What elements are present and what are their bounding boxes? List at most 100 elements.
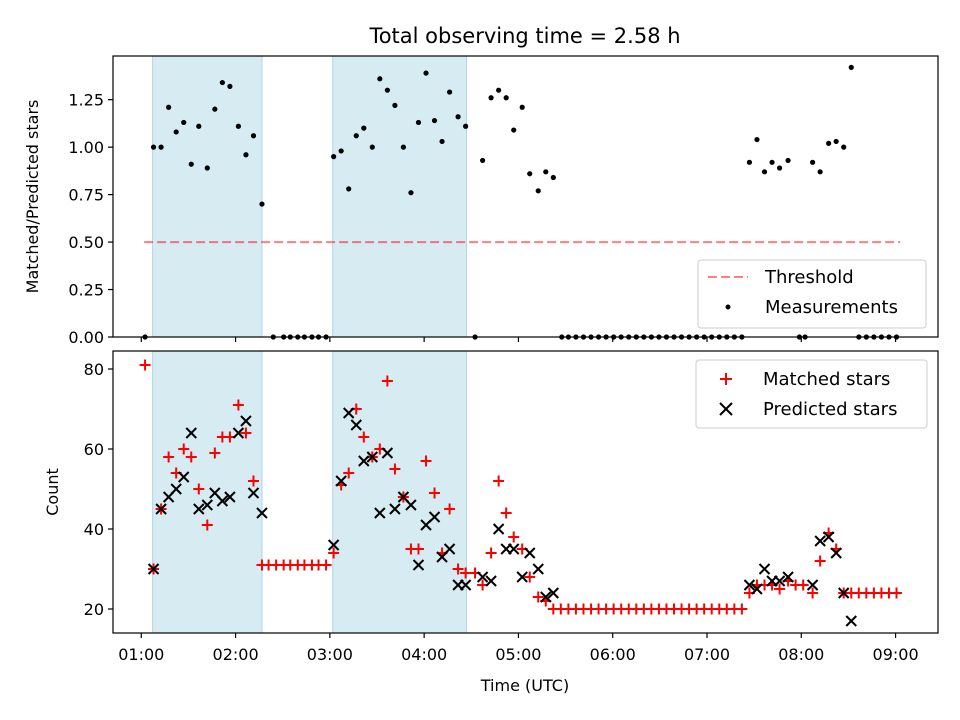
measurement-point-27	[353, 133, 359, 139]
matched-star-point-42	[460, 567, 472, 579]
chart-title: Total observing time = 2.58 h	[368, 24, 680, 48]
matched-stars-series	[139, 359, 903, 615]
matched-star-point-45	[485, 547, 497, 559]
top-y-axis-label: Matched/Predicted stars	[23, 100, 42, 294]
bottom-y-tick-label-3: 80	[84, 360, 104, 379]
measurement-point-50	[535, 188, 541, 194]
matched-star-point-86	[797, 579, 809, 591]
matched-star-point-6	[185, 451, 197, 463]
bottom-y-tick-label-1: 40	[84, 520, 104, 539]
predicted-star-point-12	[240, 415, 252, 427]
top-y-tick-label-4: 1.00	[68, 138, 104, 157]
predicted-star-point-50	[814, 535, 826, 547]
matched-star-point-88	[814, 555, 826, 567]
measurement-point-43	[480, 157, 486, 164]
predicted-star-point-10	[224, 491, 236, 503]
predicted-star-point-38	[516, 571, 528, 583]
measurement-point-47	[511, 127, 517, 133]
bottom-y-tick-label-2: 60	[84, 440, 104, 459]
predicted-star-point-5	[185, 427, 197, 439]
shaded-interval-0	[152, 350, 263, 634]
legend-measurements-label: Measurements	[765, 297, 898, 318]
matched-star-point-7	[193, 483, 205, 495]
predicted-star-point-53	[838, 587, 850, 599]
predicted-star-point-42	[547, 587, 560, 599]
matched-star-point-41	[452, 563, 464, 575]
predicted-star-point-41	[540, 591, 552, 603]
measurement-point-12	[235, 123, 241, 129]
predicted-star-point-7	[201, 499, 213, 511]
matched-star-point-78	[736, 603, 748, 615]
matched-star-point-46	[493, 475, 505, 487]
measurement-point-32	[392, 102, 398, 108]
bottom-y-axis-label: Count	[43, 468, 62, 516]
measurement-point-34	[408, 190, 414, 196]
top-y-tick-label-1: 0.25	[68, 281, 104, 300]
matched-star-point-0	[139, 359, 151, 371]
top-y-axis: 0.00 0.25 0.50 0.75 1.00 1.25	[68, 91, 113, 347]
predicted-stars-series	[147, 407, 857, 627]
predicted-star-point-40	[532, 563, 544, 575]
measurement-point-91	[848, 64, 854, 70]
measurement-point-24	[331, 154, 337, 160]
measurement-point-35	[415, 119, 422, 126]
matched-star-point-47	[500, 507, 512, 519]
shaded-interval-1	[332, 55, 468, 338]
predicted-star-point-49	[806, 579, 819, 591]
predicted-star-point-22	[381, 447, 394, 459]
predicted-star-point-20	[366, 451, 378, 463]
measurement-point-29	[369, 144, 375, 150]
measurement-point-4	[173, 129, 179, 135]
measurement-point-5	[181, 119, 187, 126]
measurement-point-3	[166, 104, 172, 110]
legend-predicted-swatch	[719, 402, 733, 416]
predicted-star-point-52	[830, 547, 842, 559]
top-legend-box	[697, 259, 927, 329]
matched-star-point-40	[444, 503, 456, 515]
matched-star-point-13	[240, 427, 252, 439]
matched-star-point-5	[178, 443, 190, 455]
measurement-point-81	[769, 159, 775, 165]
measurement-point-13	[243, 152, 249, 158]
predicted-star-point-17	[343, 407, 355, 419]
matched-star-point-32	[381, 375, 393, 387]
measurement-point-9	[212, 106, 218, 112]
x-tick-label-6: 07:00	[684, 645, 730, 664]
predicted-star-point-54	[845, 615, 857, 627]
predicted-star-point-47	[773, 575, 786, 587]
predicted-star-point-30	[443, 543, 456, 555]
measurement-point-40	[455, 114, 461, 120]
bottom-y-tick-label-0: 20	[84, 600, 104, 619]
matched-star-point-51	[532, 591, 544, 603]
matched-star-point-25	[328, 547, 340, 559]
bottom-plot-frame	[112, 350, 939, 634]
measurement-point-48	[519, 104, 525, 110]
measurement-point-11	[227, 83, 233, 89]
predicted-star-point-11	[232, 427, 245, 439]
predicted-star-point-1	[155, 503, 167, 515]
legend-threshold-label: Threshold	[764, 267, 854, 288]
measurement-point-7	[196, 123, 202, 129]
measurement-point-86	[810, 159, 816, 165]
legend-matched-swatch	[720, 373, 732, 385]
measurement-point-46	[503, 95, 509, 101]
matched-star-point-14	[247, 475, 259, 487]
predicted-star-point-16	[335, 475, 347, 487]
measurement-point-52	[550, 174, 556, 181]
predicted-star-point-44	[751, 583, 763, 595]
matched-star-point-83	[774, 583, 786, 595]
x-tick-label-3: 04:00	[401, 645, 447, 664]
measurement-point-88	[826, 140, 832, 146]
measurement-point-2	[158, 144, 164, 150]
measurement-point-78	[746, 159, 753, 165]
x-tick-label-4: 05:00	[495, 645, 541, 664]
x-tick-label-0: 01:00	[118, 645, 164, 664]
matched-star-point-98	[891, 587, 903, 599]
predicted-star-point-18	[350, 419, 362, 431]
measurement-point-31	[384, 87, 390, 93]
matched-star-point-3	[163, 451, 175, 463]
measurement-point-8	[204, 165, 210, 171]
bottom-legend-box	[695, 359, 928, 429]
predicted-star-point-4	[178, 471, 190, 483]
